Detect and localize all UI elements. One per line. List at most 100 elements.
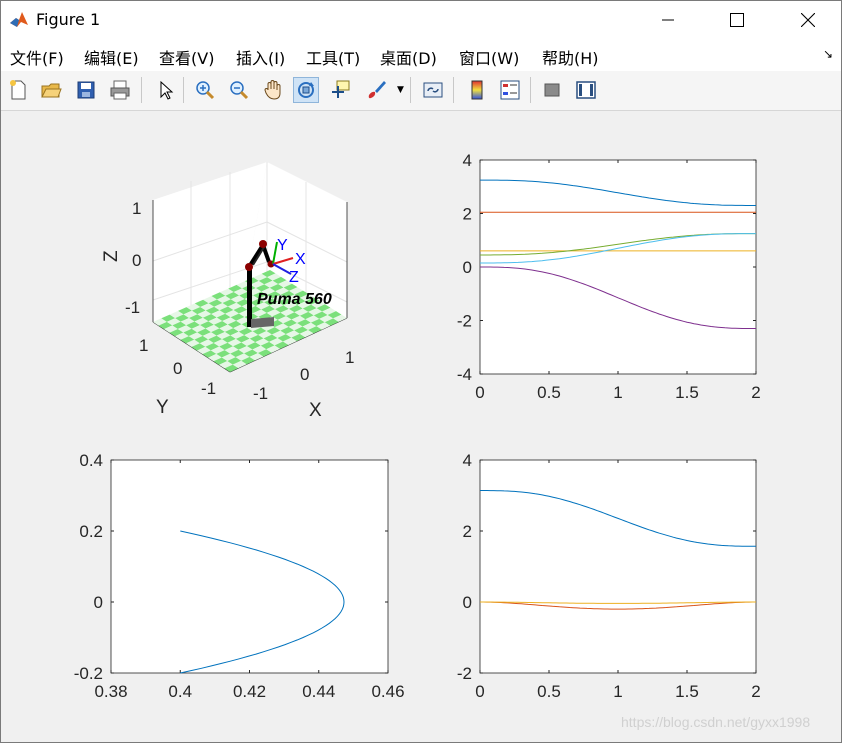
floor-tile	[261, 287, 276, 295]
floor-tile	[177, 325, 192, 333]
floor-tile	[211, 328, 225, 336]
floor-tile	[294, 290, 309, 298]
y-tick-label: 2	[463, 522, 472, 541]
floor-tile	[224, 328, 239, 336]
title-bar[interactable]: Figure 1	[1, 1, 841, 39]
floor-tile	[269, 284, 284, 292]
menu-view[interactable]: 查看(V)	[159, 49, 215, 68]
y-tick-neg1: -1	[201, 379, 216, 398]
y-tick-label: -4	[457, 365, 472, 384]
maximize-icon	[730, 13, 744, 27]
print-icon[interactable]	[107, 77, 133, 103]
menu-edit[interactable]: 编辑(E)	[84, 49, 139, 68]
floor-tile	[224, 364, 239, 372]
floor-tile	[277, 298, 292, 306]
data-cursor-icon[interactable]	[327, 77, 353, 103]
x-tick-label: 0.5	[537, 682, 561, 701]
menu-window[interactable]: 窗口(W)	[459, 49, 520, 68]
floor-tile	[277, 334, 292, 342]
floor-tile	[208, 353, 222, 362]
floor-tile	[278, 280, 292, 288]
series-line-0	[480, 179, 756, 206]
figure-svg: Y X Z Puma 560 1 0 -1 Z 1 0 -1 Y -1 0 1 …	[74, 151, 761, 701]
menu-insert[interactable]: 插入(I)	[236, 49, 286, 68]
maximize-button[interactable]	[714, 1, 760, 39]
menu-tools[interactable]: 工具(T)	[306, 49, 361, 68]
menu-help[interactable]: 帮助(H)	[542, 49, 599, 68]
floor-tile	[186, 339, 200, 347]
brush-icon[interactable]	[363, 77, 389, 103]
floor-tile	[277, 316, 292, 324]
menu-desktop[interactable]: 桌面(D)	[380, 49, 437, 68]
link-plot-icon[interactable]	[420, 77, 446, 103]
dock-arrow-icon[interactable]: ↘	[823, 47, 834, 61]
floor-tile	[235, 335, 250, 343]
x-tick-label: 2	[751, 682, 760, 701]
legend-icon[interactable]	[497, 77, 523, 103]
floor-tile	[252, 327, 267, 335]
floor-tile	[264, 298, 278, 306]
plot-area	[110, 459, 389, 674]
floor-tile	[202, 350, 217, 358]
floor-tile	[222, 335, 236, 343]
robot-3d-axes[interactable]: Y X Z Puma 560 1 0 -1 Z 1 0 -1 Y -1 0 1 …	[101, 162, 354, 421]
open-file-icon[interactable]	[38, 77, 64, 103]
floor-tile	[264, 280, 279, 288]
floor-tile	[200, 303, 215, 311]
brush-dropdown-arrow-icon[interactable]: ▼	[397, 85, 404, 95]
y-tick-label: 0.2	[79, 522, 103, 541]
floor-tile	[219, 324, 234, 332]
z-axis-label: Z	[101, 250, 122, 262]
floor-tile	[244, 349, 258, 357]
x-tick-label: 1	[613, 383, 622, 402]
floor-tile	[288, 305, 303, 313]
floor-tile	[183, 310, 198, 318]
zoom-in-icon[interactable]	[192, 77, 218, 103]
floor-tile	[161, 314, 176, 322]
zoom-out-icon[interactable]	[226, 77, 252, 103]
floor-tile	[210, 346, 225, 354]
floor-checkerboard	[153, 270, 347, 372]
close-button[interactable]	[785, 1, 831, 39]
floor-tile	[308, 308, 323, 316]
xy-path-plot[interactable]: 0.38 0.4 0.42 0.44 0.46 -0.2 0 0.2 0.4	[74, 451, 405, 701]
floor-tile	[219, 361, 233, 369]
floor-tile	[213, 357, 228, 365]
save-icon[interactable]	[73, 77, 99, 103]
z-tick-neg1: -1	[125, 298, 140, 317]
pan-hand-icon[interactable]	[260, 77, 286, 103]
floor-tile	[253, 291, 267, 299]
floor-tile	[180, 336, 195, 344]
y-tick-label: -2	[457, 312, 472, 331]
series-line-5	[480, 233, 756, 264]
floor-tile	[227, 320, 242, 329]
floor-tile	[230, 295, 245, 303]
rotate-3d-icon[interactable]	[293, 77, 319, 103]
floor-tile	[272, 330, 286, 338]
x-tick-neg1: -1	[253, 384, 268, 403]
minimize-button[interactable]	[645, 1, 691, 39]
pointer-icon[interactable]	[152, 77, 178, 103]
floor-tile	[263, 334, 278, 342]
floor-tile	[238, 345, 253, 354]
show-plot-tools-icon[interactable]	[573, 77, 599, 103]
y-tick-label: 2	[463, 205, 472, 224]
robot-pedestal	[247, 265, 252, 327]
floor-tile	[233, 306, 248, 314]
floor-tile	[285, 330, 300, 338]
z-tick-0: 0	[132, 251, 141, 270]
joint-trajectory-plot[interactable]: 0 0.5 1 1.5 2 -4 -2 0 2 4	[457, 151, 761, 402]
floor-tile	[241, 356, 256, 365]
colorbar-icon[interactable]	[464, 77, 490, 103]
floor-tile	[230, 349, 245, 358]
x-tick-label: 0.4	[168, 682, 192, 701]
floor-tile	[200, 321, 214, 329]
new-file-icon[interactable]	[5, 77, 31, 103]
floor-tile	[236, 281, 251, 289]
hide-plot-tools-icon[interactable]	[539, 77, 565, 103]
menu-file[interactable]: 文件(F)	[10, 49, 64, 68]
floor-tile	[308, 326, 322, 334]
floor-tile	[227, 338, 242, 347]
